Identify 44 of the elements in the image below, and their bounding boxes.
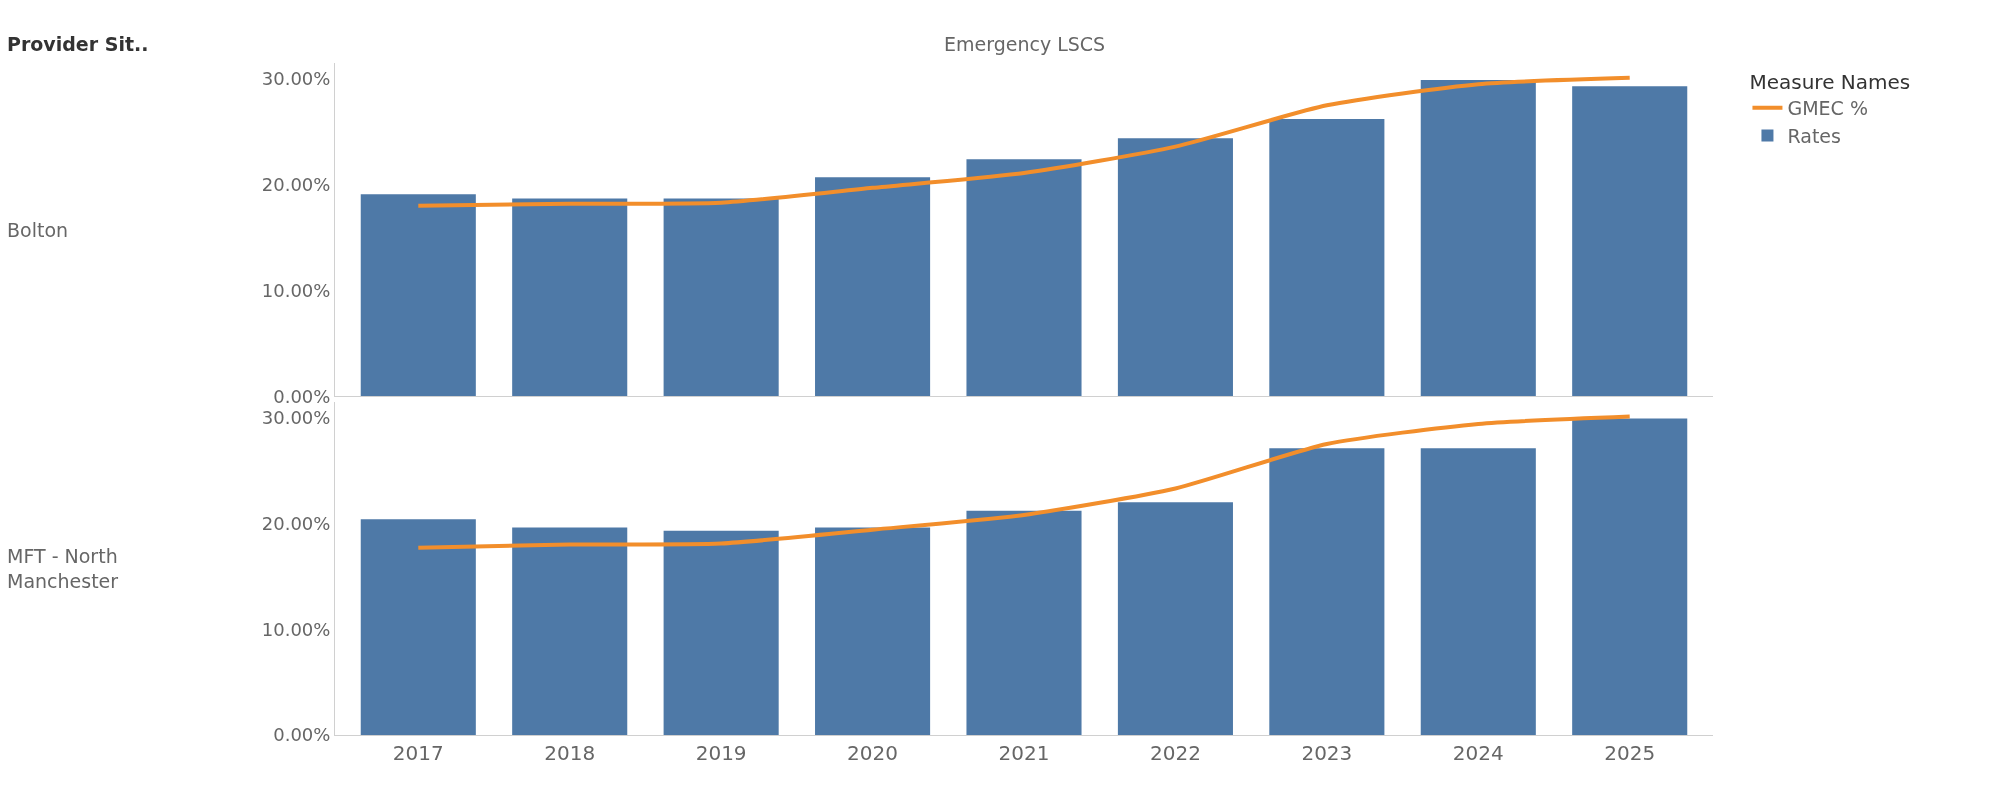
- bar: [1572, 86, 1688, 397]
- bar: [966, 510, 1082, 735]
- y-axis-title: MFT - North Manchester: [7, 545, 119, 592]
- y-tick-label: 10.00%: [261, 618, 331, 640]
- bar: [1420, 448, 1536, 735]
- bar: [1420, 79, 1536, 397]
- text: Provider Sit..: [7, 33, 149, 55]
- bar: [815, 177, 931, 397]
- y-tick-label: 20.00%: [261, 173, 331, 195]
- x-tick-label: 2025: [1604, 741, 1656, 765]
- y-tick-label: 0.00%: [273, 724, 331, 746]
- bar: [663, 198, 779, 397]
- x-tick-label: 2024: [1452, 741, 1504, 765]
- bar: [1269, 119, 1385, 397]
- x-tick-label: 2017: [392, 741, 444, 765]
- legend-title: Measure Names: [1749, 70, 1911, 94]
- bar: [1572, 418, 1688, 735]
- x-tick-label: 2020: [847, 741, 899, 765]
- x-tick-label: 2018: [544, 741, 596, 765]
- x-tick-label: 2019: [695, 741, 747, 765]
- line-series: [416, 75, 1632, 208]
- x-tick-label: 2021: [998, 741, 1050, 765]
- line-series: [416, 414, 1632, 550]
- y-axis-title: Bolton: [7, 219, 69, 241]
- chart-title: Emergency LSCS: [944, 33, 1106, 55]
- bar: [360, 519, 476, 735]
- bar: [815, 527, 931, 735]
- bar: [663, 530, 779, 735]
- bar: [966, 159, 1082, 397]
- y-tick-label: 0.00%: [273, 385, 331, 407]
- bar: [512, 198, 628, 397]
- y-tick-label: 30.00%: [261, 406, 331, 428]
- bar: [512, 527, 628, 735]
- y-tick-label: 20.00%: [261, 512, 331, 534]
- bar: [1117, 502, 1233, 735]
- legend-label: GMEC %: [1787, 97, 1868, 120]
- x-tick-label: 2023: [1301, 741, 1353, 765]
- y-tick-label: 30.00%: [261, 68, 331, 90]
- bar: [360, 194, 476, 397]
- y-tick-label: 10.00%: [261, 279, 331, 301]
- bar: [1269, 448, 1385, 735]
- legend-label: Rates: [1787, 124, 1841, 147]
- x-tick-label: 2022: [1149, 741, 1201, 765]
- bar: [1117, 138, 1233, 397]
